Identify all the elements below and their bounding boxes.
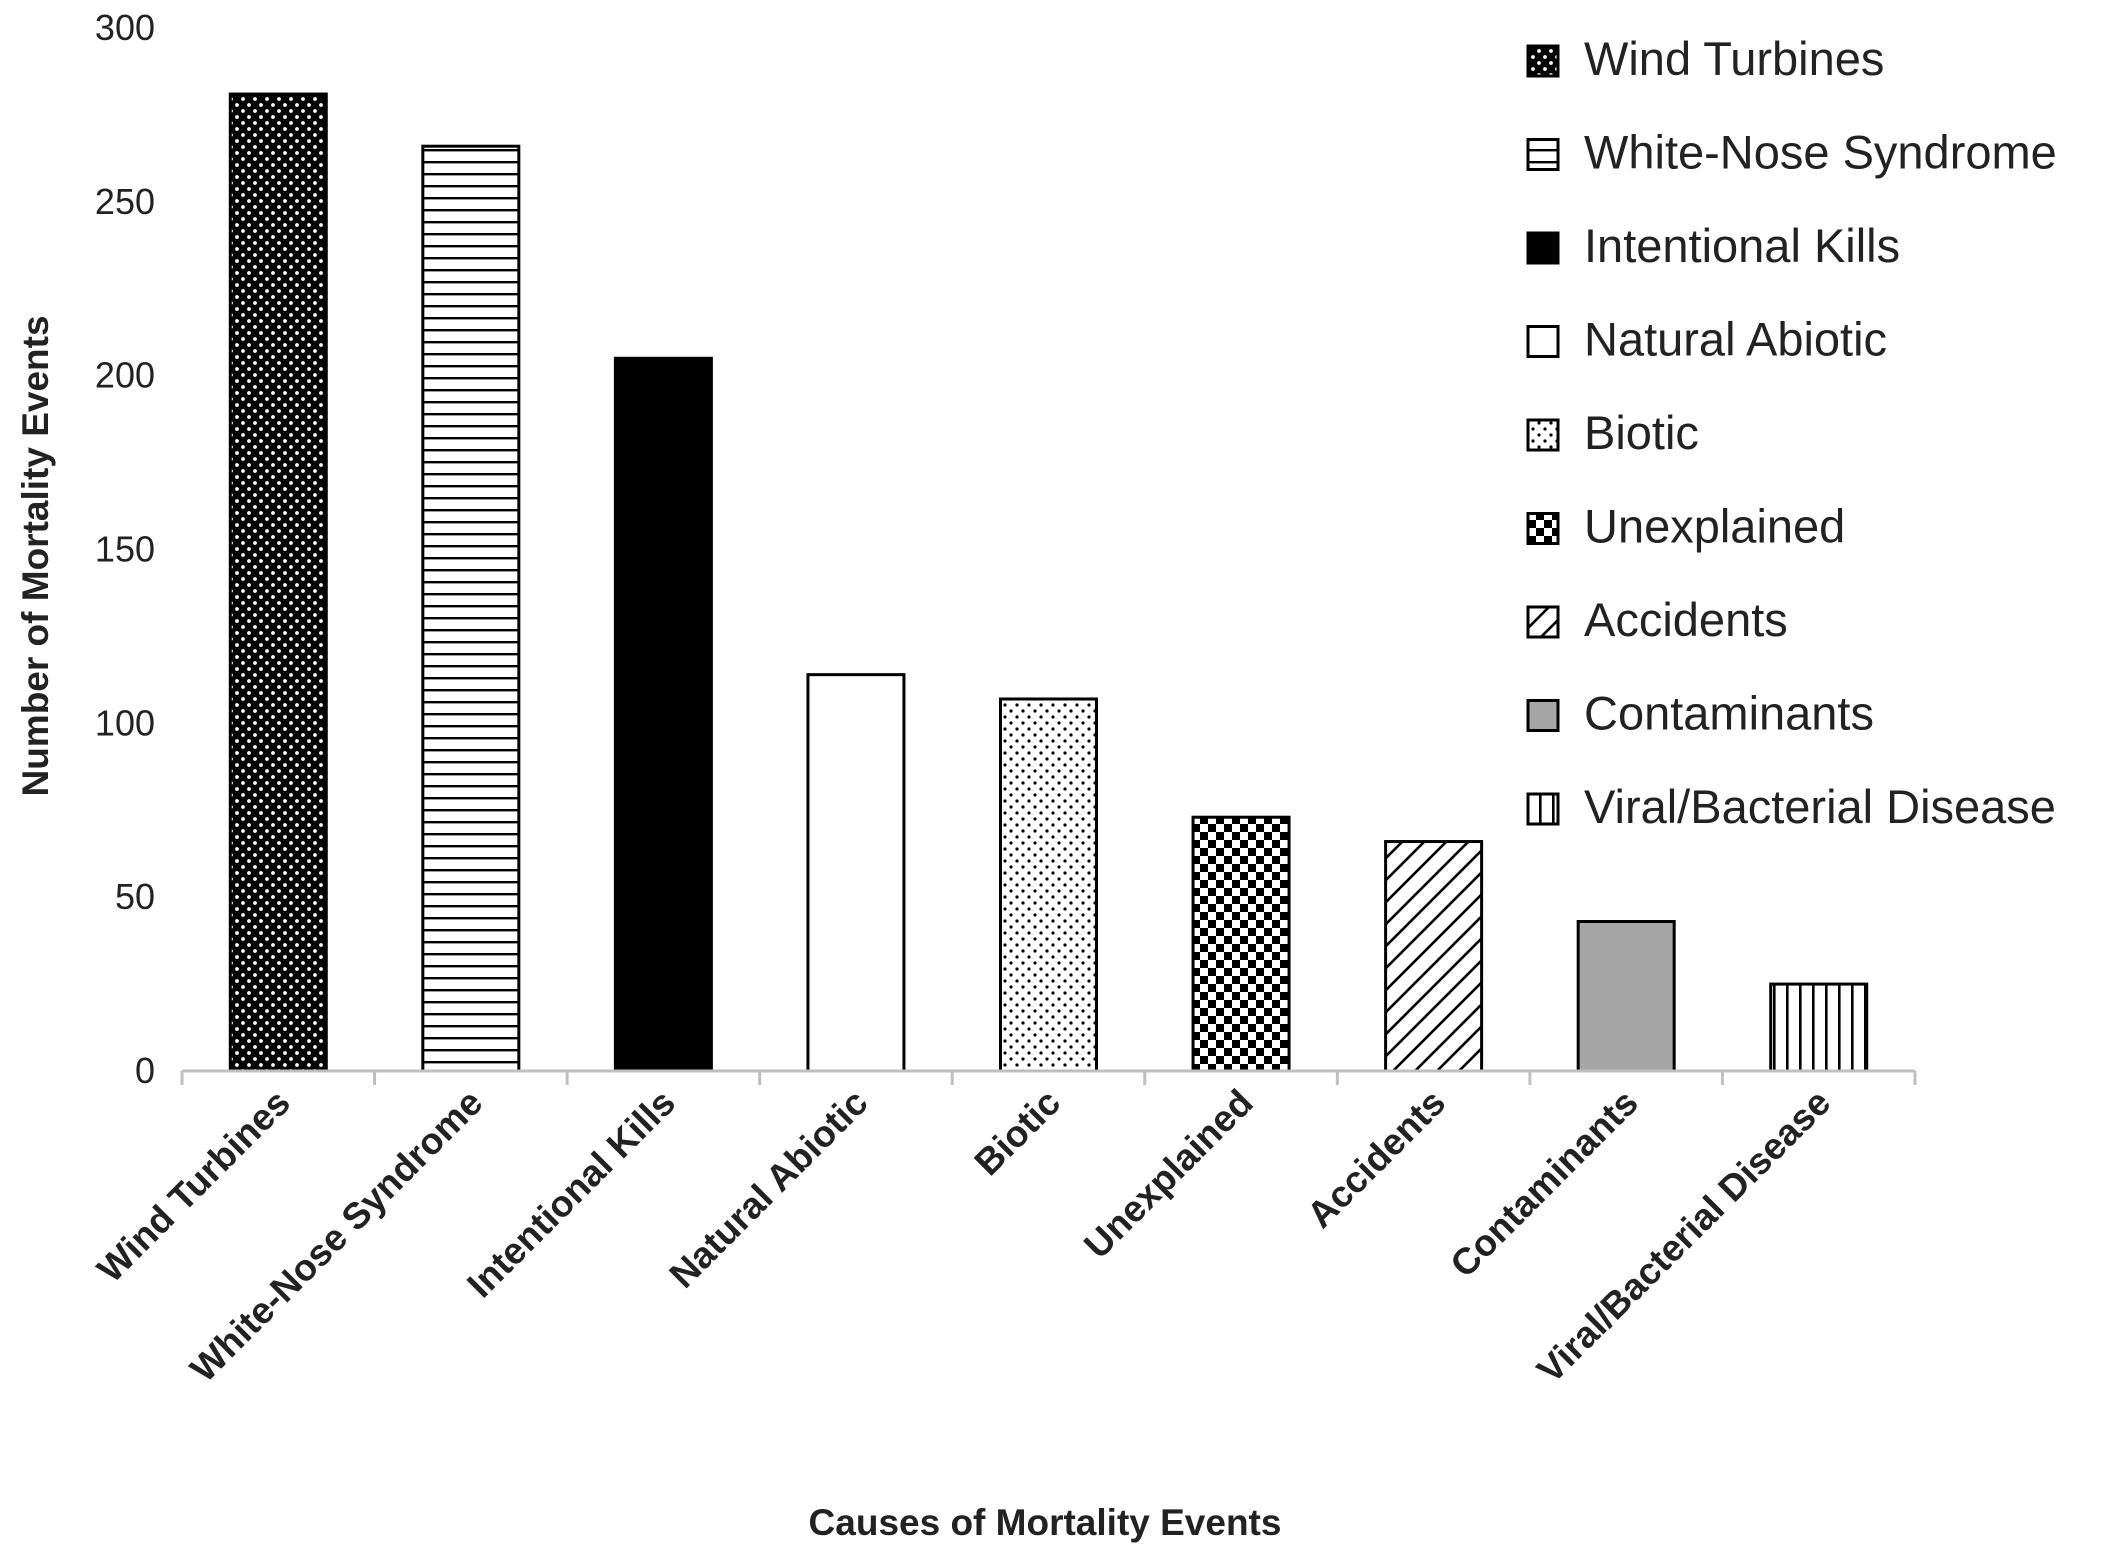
bar: [1384, 840, 1484, 1073]
bar: [1576, 920, 1676, 1073]
bar: [806, 673, 906, 1073]
x-tick-label: Contaminants: [1442, 1082, 1645, 1285]
bars-group: [228, 92, 1869, 1073]
legend-label: Biotic: [1584, 406, 1699, 459]
legend-swatch: [1526, 605, 1560, 639]
legend-item: Wind Turbines: [1526, 32, 1884, 85]
bar: [613, 356, 713, 1073]
x-tick-label: Unexplained: [1076, 1082, 1261, 1267]
legend-swatch: [1526, 512, 1560, 545]
legend-item: Contaminants: [1526, 687, 1874, 740]
legend-item: Accidents: [1526, 593, 1788, 646]
legend-item: Biotic: [1526, 406, 1699, 459]
x-axis-title: Causes of Mortality Events: [809, 1502, 1282, 1543]
y-tick-label: 300: [95, 7, 155, 48]
y-tick-label: 50: [115, 876, 155, 917]
y-tick-label: 150: [95, 529, 155, 570]
legend-item: Unexplained: [1526, 500, 1845, 553]
legend-item: Natural Abiotic: [1526, 313, 1887, 366]
legend-item: White-Nose Syndrome: [1526, 126, 2057, 179]
x-axis: [180, 1069, 1917, 1085]
bar: [421, 144, 521, 1073]
y-axis-title-group: Number of Mortality Events: [15, 315, 56, 796]
x-tick-label: Intentional Kills: [459, 1082, 683, 1306]
legend-item: Viral/Bacterial Disease: [1526, 780, 2056, 833]
legend-label: Intentional Kills: [1584, 219, 1900, 272]
bar: [1191, 815, 1291, 1073]
legend-swatch: [1526, 699, 1560, 732]
legend-swatch: [1526, 44, 1560, 78]
legend-swatch: [1526, 138, 1560, 171]
x-tick-label: Wind Turbines: [89, 1082, 297, 1290]
legend-swatch: [1526, 792, 1560, 826]
legend-label: Contaminants: [1584, 687, 1874, 740]
legend: Wind Turbines White-Nose Syndrome Intentio…: [1526, 32, 2057, 833]
legend-swatch: [1526, 325, 1560, 358]
legend-label: White-Nose Syndrome: [1584, 126, 2057, 179]
legend-swatch: [1526, 231, 1560, 265]
y-tick-label: 100: [95, 702, 155, 743]
bar: [228, 92, 328, 1073]
legend-item: Intentional Kills: [1526, 219, 1900, 272]
legend-label: Viral/Bacterial Disease: [1584, 780, 2056, 833]
x-tick-label: Accidents: [1299, 1082, 1453, 1236]
legend-swatch: [1526, 418, 1560, 452]
bar: [999, 697, 1098, 1073]
legend-label: Accidents: [1584, 593, 1788, 646]
bar: [1769, 982, 1869, 1073]
y-tick-label: 0: [135, 1050, 155, 1091]
legend-label: Wind Turbines: [1584, 32, 1884, 85]
y-tick-label: 200: [95, 355, 155, 396]
y-axis-ticks: 0 50 100 150 200 250 300: [95, 7, 155, 1091]
x-tick-label: Biotic: [966, 1082, 1068, 1184]
x-tick-label: Natural Abiotic: [662, 1082, 876, 1296]
legend-label: Unexplained: [1584, 500, 1845, 553]
legend-label: Natural Abiotic: [1584, 313, 1887, 366]
y-tick-label: 250: [95, 181, 155, 222]
y-axis-title: Number of Mortality Events: [15, 315, 56, 796]
